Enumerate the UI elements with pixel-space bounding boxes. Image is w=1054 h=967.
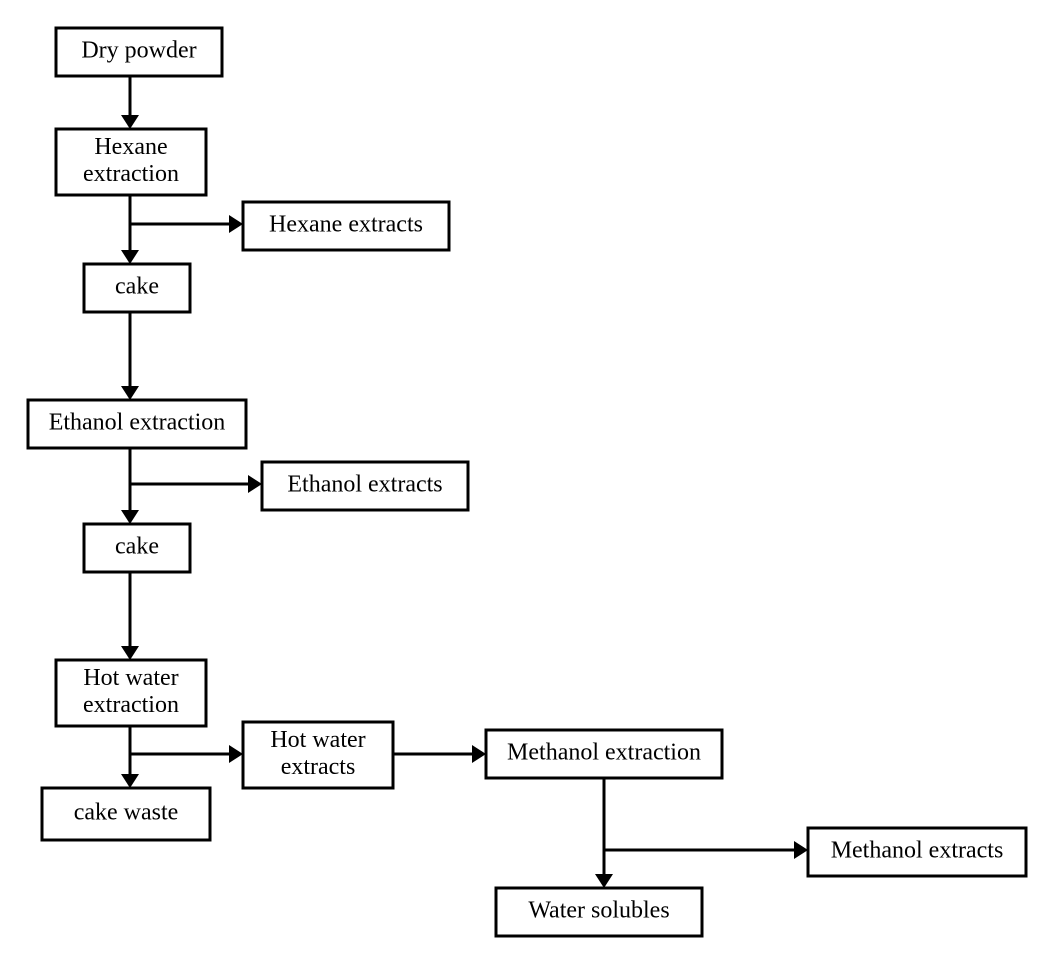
arrowhead-ethanol-extraction-to-cake-2	[121, 510, 139, 524]
node-cake-2: cake	[84, 524, 190, 572]
arrowhead-dry-powder-to-hexane-extraction	[121, 115, 139, 129]
arrowhead-cake-1-to-ethanol-extraction	[121, 386, 139, 400]
edge-ethanol-extraction-to-ethanol-extracts	[130, 448, 248, 484]
node-label-hot-water-extracts-line2: extracts	[281, 754, 356, 780]
edge-hot-water-extraction-to-hot-water-extracts	[130, 726, 229, 754]
node-label-hot-water-extraction-line1: Hot water	[83, 665, 178, 691]
node-label-hot-water-extracts-line1: Hot water	[270, 727, 365, 753]
node-hexane-extracts: Hexane extracts	[243, 202, 449, 250]
arrowhead-cake-2-to-hot-water-extraction	[121, 646, 139, 660]
arrowhead-hot-water-extraction-to-cake-waste	[121, 774, 139, 788]
node-hot-water-extraction: Hot waterextraction	[56, 660, 206, 726]
flowchart-canvas: Dry powderHexaneextractionHexane extract…	[0, 0, 1054, 967]
node-label-cake-waste: cake waste	[74, 800, 179, 826]
node-label-hot-water-extraction-line2: extraction	[83, 692, 179, 718]
node-label-hexane-extraction-line2: extraction	[83, 161, 179, 187]
arrowhead-methanol-extraction-to-methanol-extracts	[794, 841, 808, 859]
node-dry-powder: Dry powder	[56, 28, 222, 76]
node-methanol-extracts: Methanol extracts	[808, 828, 1026, 876]
node-label-water-solubles: Water solubles	[528, 898, 669, 924]
node-label-hexane-extraction-line1: Hexane	[94, 134, 167, 160]
node-methanol-extraction: Methanol extraction	[486, 730, 722, 778]
node-label-methanol-extraction: Methanol extraction	[507, 740, 701, 766]
node-cake-1: cake	[84, 264, 190, 312]
arrowhead-hot-water-extraction-to-hot-water-extracts	[229, 745, 243, 763]
arrowhead-methanol-extraction-to-water-solubles	[595, 874, 613, 888]
arrowhead-hexane-extraction-to-cake-1	[121, 250, 139, 264]
node-label-methanol-extracts: Methanol extracts	[831, 838, 1004, 864]
node-hot-water-extracts: Hot waterextracts	[243, 722, 393, 788]
node-cake-waste: cake waste	[42, 788, 210, 840]
arrowhead-hot-water-extracts-to-methanol-extraction	[472, 745, 486, 763]
node-label-cake-1: cake	[115, 274, 159, 300]
edge-methanol-extraction-to-methanol-extracts	[604, 778, 794, 850]
node-hexane-extraction: Hexaneextraction	[56, 129, 206, 195]
node-label-hexane-extracts: Hexane extracts	[269, 212, 423, 238]
node-label-cake-2: cake	[115, 534, 159, 560]
node-label-ethanol-extracts: Ethanol extracts	[287, 472, 442, 498]
node-water-solubles: Water solubles	[496, 888, 702, 936]
node-ethanol-extracts: Ethanol extracts	[262, 462, 468, 510]
node-label-dry-powder: Dry powder	[81, 38, 196, 64]
node-ethanol-extraction: Ethanol extraction	[28, 400, 246, 448]
arrowhead-hexane-extraction-to-hexane-extracts	[229, 215, 243, 233]
edge-hexane-extraction-to-hexane-extracts	[130, 195, 229, 224]
arrowhead-ethanol-extraction-to-ethanol-extracts	[248, 475, 262, 493]
node-label-ethanol-extraction: Ethanol extraction	[49, 410, 226, 436]
